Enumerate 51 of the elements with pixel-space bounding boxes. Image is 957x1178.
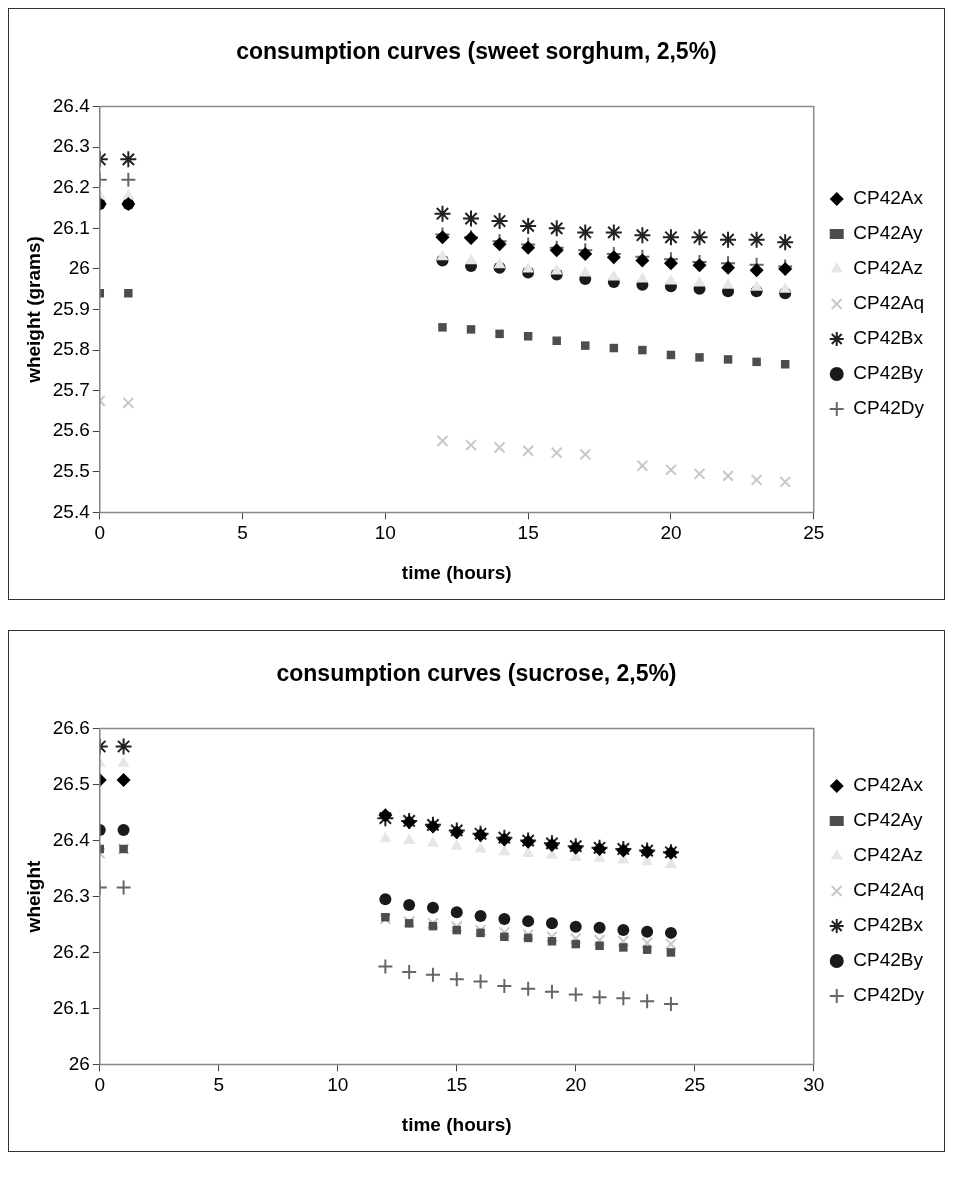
legend-label: CP42Dy bbox=[853, 984, 925, 1006]
legend-label: CP42Bx bbox=[853, 914, 924, 936]
y-tick-label: 26.1 bbox=[52, 216, 90, 238]
legend-label: CP42Ay bbox=[853, 222, 924, 244]
x-tick-label: 5 bbox=[237, 522, 248, 544]
x-tick-label: 5 bbox=[213, 1074, 225, 1096]
y-tick-label: 25.6 bbox=[52, 419, 90, 441]
chart-title: consumption curves (sucrose, 2,5%) bbox=[276, 660, 677, 687]
chart-title: consumption curves (sweet sorghum, 2,5%) bbox=[236, 38, 717, 65]
y-tick-label: 26.2 bbox=[52, 940, 90, 962]
x-tick-label: 25 bbox=[684, 1074, 706, 1096]
y-tick-label: 26.4 bbox=[52, 94, 91, 116]
y-tick-label: 26 bbox=[68, 1052, 90, 1074]
legend-label: CP42By bbox=[853, 949, 924, 971]
legend-label: CP42Bx bbox=[853, 327, 924, 349]
x-axis-title: time (hours) bbox=[401, 561, 512, 583]
x-tick-label: 0 bbox=[94, 522, 106, 544]
legend-label: CP42Az bbox=[853, 257, 923, 279]
y-tick-label: 26 bbox=[68, 257, 90, 279]
legend-label: CP42Ay bbox=[853, 809, 924, 831]
y-tick-label: 25.5 bbox=[52, 460, 90, 482]
y-tick-label: 26.1 bbox=[52, 996, 90, 1018]
x-tick-label: 10 bbox=[374, 522, 396, 544]
x-tick-label: 15 bbox=[517, 522, 539, 544]
y-tick-label: 26.3 bbox=[52, 135, 90, 157]
y-tick-label: 25.8 bbox=[52, 338, 90, 360]
legend-label: CP42Aq bbox=[853, 292, 925, 314]
y-tick-label: 26.2 bbox=[52, 175, 90, 197]
y-tick-label: 25.4 bbox=[52, 500, 91, 522]
legend-label: CP42Dy bbox=[853, 397, 925, 419]
y-axis-title: wheight bbox=[22, 859, 44, 934]
x-tick-label: 20 bbox=[660, 522, 682, 544]
y-tick-label: 25.9 bbox=[52, 297, 90, 319]
x-axis-title: time (hours) bbox=[401, 1113, 512, 1135]
legend-label: CP42Ax bbox=[853, 774, 924, 796]
y-tick-label: 25.7 bbox=[52, 378, 90, 400]
legend-label: CP42Az bbox=[853, 844, 923, 866]
y-axis-title: wheight (grams) bbox=[22, 236, 44, 384]
y-tick-label: 26.6 bbox=[52, 716, 90, 738]
y-tick-label: 26.4 bbox=[52, 828, 91, 850]
y-tick-label: 26.5 bbox=[52, 772, 90, 794]
x-tick-label: 0 bbox=[94, 1074, 106, 1096]
x-tick-label: 25 bbox=[803, 522, 825, 544]
x-tick-label: 30 bbox=[803, 1074, 825, 1096]
legend-label: CP42Ax bbox=[853, 187, 924, 209]
legend-label: CP42By bbox=[853, 362, 924, 384]
legend-label: CP42Aq bbox=[853, 879, 925, 901]
x-tick-label: 15 bbox=[446, 1074, 468, 1096]
x-tick-label: 10 bbox=[327, 1074, 349, 1096]
y-tick-label: 26.3 bbox=[52, 884, 90, 906]
x-tick-label: 20 bbox=[565, 1074, 587, 1096]
